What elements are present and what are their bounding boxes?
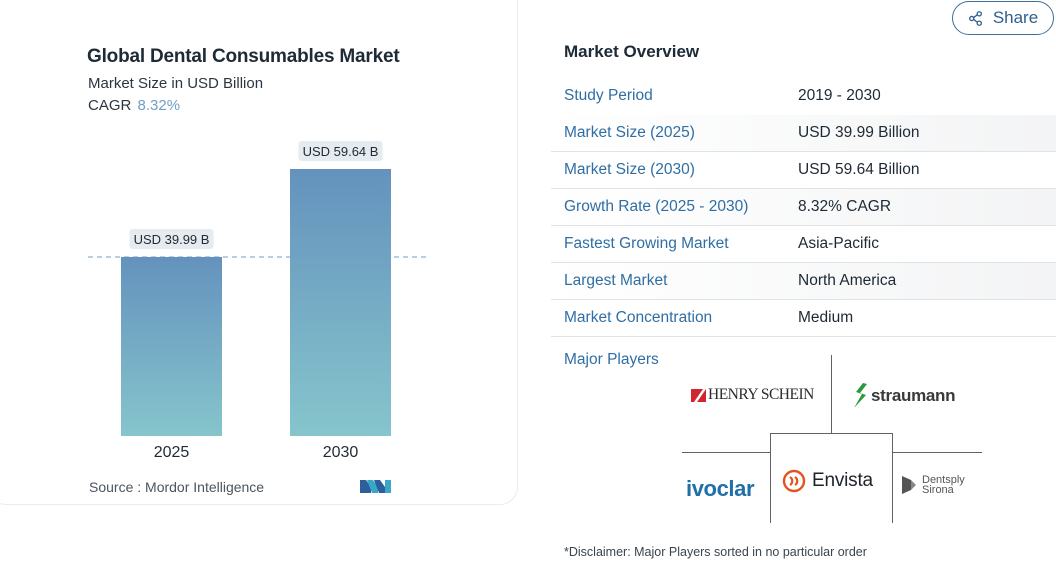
- overview-row-growth-rate: Growth Rate (2025 - 2030) 8.32% CAGR: [551, 189, 1056, 226]
- overview-key: Fastest Growing Market: [564, 235, 729, 252]
- share-icon: [968, 10, 982, 26]
- envista-mark-icon: [782, 469, 806, 493]
- cagr-value: 8.32%: [137, 97, 181, 114]
- overview-value: Asia-Pacific: [798, 235, 879, 252]
- overview-row-concentration: Market Concentration Medium: [551, 300, 1056, 337]
- bar-chart: USD 39.99 B 2025 USD 59.64 B 2030: [88, 141, 428, 461]
- bar-2030: [290, 169, 391, 436]
- grid-divider: [893, 452, 982, 453]
- ivoclar-logo: ivoclar: [686, 476, 755, 502]
- straumann-mark-icon: [854, 383, 867, 408]
- grid-divider: [682, 452, 771, 453]
- ivoclar-text: ivoclar: [686, 476, 755, 501]
- overview-key: Market Size (2025): [564, 124, 695, 141]
- mordor-intelligence-logo-icon: [360, 480, 391, 493]
- dentsply-sirona-text: Dentsply Sirona: [922, 474, 965, 496]
- overview-value: USD 59.64 Billion: [798, 161, 920, 178]
- overview-value: Medium: [798, 309, 854, 326]
- henry-schein-logo: HENRY SCHEIN: [691, 386, 814, 404]
- share-button[interactable]: Share: [952, 1, 1054, 35]
- overview-key: Growth Rate (2025 - 2030): [564, 198, 749, 215]
- data-label-bg: [129, 228, 214, 249]
- overview-value: 8.32% CAGR: [798, 198, 892, 215]
- henry-schein-mark-icon: [691, 388, 706, 402]
- cagr-label: CAGR: [88, 97, 132, 114]
- grid-divider: [892, 433, 893, 523]
- overview-row-market-size-2030: Market Size (2030) USD 59.64 Billion: [551, 152, 1056, 189]
- overview-row-market-size-2025: Market Size (2025) USD 39.99 Billion: [551, 115, 1056, 152]
- bar-2025: [121, 256, 222, 436]
- cagr-row: CAGR 8.32%: [88, 97, 180, 114]
- data-label: USD 39.99 B: [134, 232, 210, 247]
- overview-table: Study Period 2019 - 2030 Market Size (20…: [551, 78, 1056, 337]
- dentsply-text: Dentsply: [922, 474, 965, 486]
- data-label-bg: [298, 141, 383, 161]
- chart-source: Source : Mordor Intelligence: [89, 479, 265, 495]
- x-tick-label: 2030: [323, 444, 359, 461]
- overview-key: Largest Market: [564, 272, 668, 289]
- overview-key: Market Size (2030): [564, 161, 695, 178]
- overview-row-largest-market: Largest Market North America: [551, 263, 1056, 300]
- envista-text: Envista: [812, 470, 873, 491]
- overview-row-study-period: Study Period 2019 - 2030: [551, 78, 1056, 115]
- chart-subtitle: Market Size in USD Billion: [88, 75, 264, 92]
- grid-divider: [831, 355, 832, 433]
- overview-value: USD 39.99 Billion: [798, 124, 920, 141]
- market-overview-title: Market Overview: [564, 42, 700, 61]
- x-tick-label: 2025: [154, 444, 190, 461]
- overview-value: 2019 - 2030: [798, 87, 881, 104]
- sirona-text: Sirona: [922, 484, 954, 496]
- henry-schein-text: HENRY SCHEIN: [708, 386, 814, 403]
- major-players-label: Major Players: [564, 351, 659, 368]
- straumann-text: straumann: [871, 385, 956, 405]
- overview-key: Study Period: [564, 87, 653, 104]
- dentsply-sirona-mark-icon: [902, 476, 916, 494]
- grid-divider: [770, 433, 771, 523]
- data-label: USD 59.64 B: [303, 144, 379, 159]
- overview-row-fastest-growing: Fastest Growing Market Asia-Pacific: [551, 226, 1056, 263]
- chart-title: Global Dental Consumables Market: [87, 46, 400, 67]
- overview-key: Market Concentration: [564, 309, 713, 326]
- disclaimer: *Disclaimer: Major Players sorted in no …: [564, 545, 867, 559]
- chart-card: [0, 0, 518, 505]
- dentsply-sirona-logo: Dentsply Sirona: [902, 474, 965, 496]
- overview-value: North America: [798, 272, 897, 289]
- envista-logo: Envista: [782, 469, 873, 493]
- grid-divider: [771, 433, 893, 434]
- share-label: Share: [992, 8, 1039, 27]
- straumann-logo: straumann: [852, 383, 956, 408]
